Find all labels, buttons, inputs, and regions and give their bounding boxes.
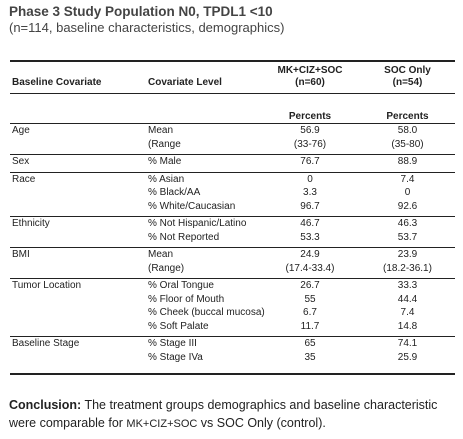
arm2-value: 25.9	[397, 351, 418, 363]
group-rule	[10, 171, 455, 173]
arm2-name: SOC Only	[384, 65, 431, 76]
arm2-value: 58.0	[397, 125, 418, 136]
covariate-level: % Stage III	[148, 338, 197, 349]
percents-header-arm1: Percents	[288, 111, 332, 122]
arm1-n: (n=60)	[295, 77, 325, 88]
covariate-level: % Stage IVa	[148, 351, 203, 363]
group-rule	[10, 123, 455, 124]
conclusion-text-2: vs SOC Only (control).	[197, 416, 326, 430]
arm2-n: (n=54)	[392, 77, 423, 88]
conclusion-label: Conclusion:	[9, 398, 82, 412]
percents-header-arm2: Percents	[386, 111, 429, 122]
covariate-level: (Range)	[148, 262, 185, 274]
page-subtitle: (n=114, baseline characteristics, demogr…	[9, 20, 285, 35]
covariate-name: Baseline Stage	[12, 338, 80, 349]
arm1-value: 3.3	[303, 187, 317, 198]
arm2-value: 44.4	[397, 293, 418, 305]
level-header: Covariate Level	[148, 77, 222, 88]
arm1-value: 26.7	[300, 280, 320, 291]
covariate-level: (Range	[148, 138, 181, 150]
arm2-value: 0	[404, 187, 411, 198]
covariate-level: Mean	[148, 125, 174, 136]
group-rule	[10, 336, 455, 337]
arm2-value: (35-80)	[391, 138, 424, 150]
arm1-value: 56.9	[300, 125, 320, 136]
covariate-name: Age	[12, 125, 30, 136]
arm1-value: (33-76)	[293, 138, 327, 150]
covariate-level: % Asian	[148, 173, 185, 185]
arm1-value: 96.7	[300, 200, 320, 212]
conclusion-arm: MK+CIZ+SOC	[126, 418, 198, 430]
arm1-header: MK+CIZ+SOC (n=60)	[265, 65, 355, 89]
arm2-value: 74.1	[397, 338, 418, 349]
table-bottom-rule	[10, 373, 455, 375]
covariate-level: % White/Caucasian	[148, 200, 236, 212]
arm2-value: 46.3	[397, 218, 418, 229]
covariate-level: % Not Reported	[148, 231, 220, 243]
arm1-value: 11.7	[300, 320, 320, 332]
arm2-value: (18.2-36.1)	[383, 262, 432, 274]
conclusion: Conclusion: The treatment groups demogra…	[9, 396, 459, 433]
arm1-value: 24.9	[300, 249, 320, 260]
arm2-value: 7.4	[400, 307, 415, 318]
covariate-name: Race	[12, 173, 36, 185]
arm1-value: 55	[304, 293, 316, 305]
conclusion-text-1: The treatment groups demographics and ba…	[9, 398, 438, 430]
covariate-name: Ethnicity	[12, 218, 50, 229]
covariate-name: Tumor Location	[12, 280, 82, 291]
arm1-name: MK+CIZ+SOC	[277, 65, 343, 76]
table-top-rule	[10, 60, 455, 62]
arm1-value: 35	[304, 351, 316, 363]
covariate-level: % Soft Palate	[148, 320, 209, 332]
header-rule	[10, 93, 455, 94]
covariate-level: % Cheek (buccal mucosa)	[148, 307, 265, 318]
arm1-value: 0	[307, 173, 313, 185]
arm1-value: 65	[304, 338, 316, 349]
covariate-level: % Floor of Mouth	[148, 293, 225, 305]
covariate-level: % Male	[148, 156, 182, 167]
group-rule	[10, 154, 455, 155]
covariate-name: BMI	[12, 249, 30, 260]
arm2-value: 7.4	[400, 173, 415, 185]
page-title: Phase 3 Study Population N0, TPDL1 <10	[9, 4, 273, 19]
arm1-value: 46.7	[300, 218, 320, 229]
arm2-header: SOC Only (n=54)	[365, 65, 450, 89]
covariate-level: % Black/AA	[148, 187, 201, 198]
arm1-value: (17.4-33.4)	[285, 262, 335, 274]
covariate-header: Baseline Covariate	[12, 77, 102, 88]
covariate-level: % Not Hispanic/Latino	[148, 218, 247, 229]
arm1-value: 53.3	[300, 231, 320, 243]
arm2-value: 92.6	[397, 200, 418, 212]
arm2-value: 14.8	[397, 320, 418, 332]
group-rule	[10, 278, 455, 279]
arm1-value: 6.7	[303, 307, 317, 318]
group-rule	[10, 216, 455, 217]
arm2-value: 23.9	[397, 249, 418, 260]
covariate-level: % Oral Tongue	[148, 280, 214, 291]
covariate-level: Mean	[148, 249, 174, 260]
arm2-value: 33.3	[397, 280, 418, 291]
arm1-value: 76.7	[300, 156, 320, 167]
arm2-value: 88.9	[397, 156, 418, 167]
arm2-value: 53.7	[397, 231, 418, 243]
covariate-name: Sex	[12, 156, 30, 167]
group-rule	[10, 247, 455, 248]
